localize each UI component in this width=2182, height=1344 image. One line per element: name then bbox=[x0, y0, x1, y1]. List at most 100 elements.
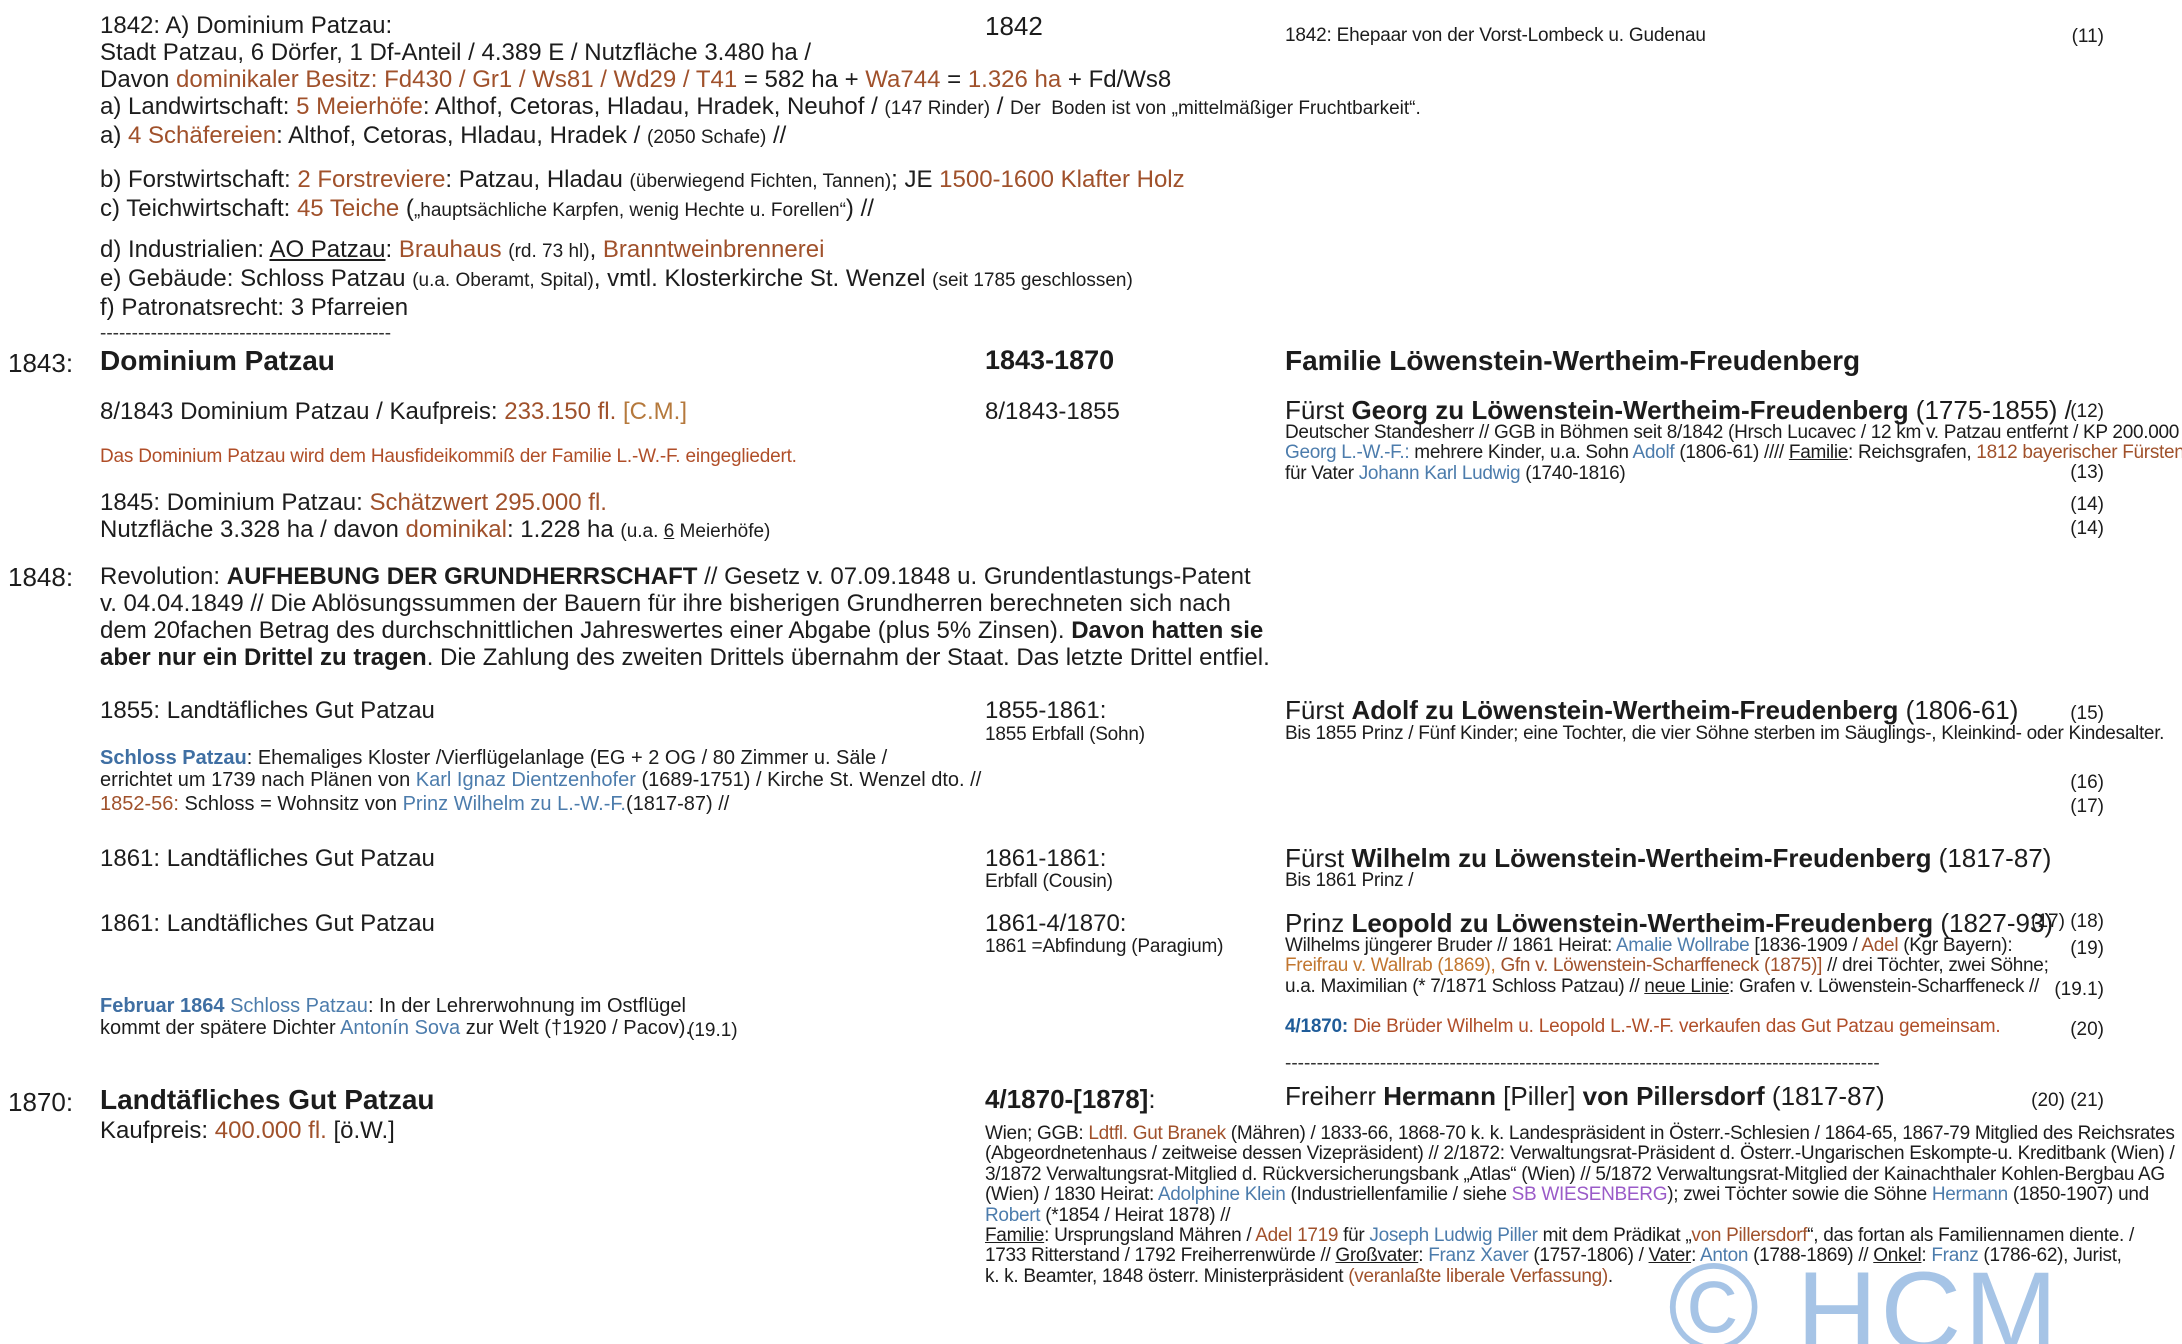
person-pillersdorf-familie-text: Adel 1719 bbox=[1255, 1225, 1339, 1246]
person-georg-title-line: Fürst Georg zu Löwenstein-Wertheim-Freud… bbox=[1285, 396, 2072, 424]
person-georg-details-text: mehrere Kinder, u.a. Sohn bbox=[1409, 442, 1633, 464]
note-1852-56-text: Schloss = Wohnsitz von bbox=[178, 793, 403, 815]
entry-1842-industrie-text: Brauhaus bbox=[398, 236, 502, 263]
entry-1855-left-line: 1855: Landtäfliches Gut Patzau bbox=[100, 697, 435, 724]
note-sova-text: Schloss Patzau bbox=[230, 995, 368, 1017]
line-1843-kaufpreis-text bbox=[616, 398, 623, 425]
note-hausfideikommiss: Das Dominium Patzau wird dem Hausfideiko… bbox=[100, 446, 797, 467]
period-41870-1878-text: 4/1870-[1878] bbox=[985, 1084, 1149, 1114]
period-1861a-note-line: Erbfall (Cousin) bbox=[985, 871, 1113, 892]
entry-1848-revolution-line: dem 20fachen Betrag des durchschnittlich… bbox=[100, 617, 1270, 644]
person-georg-details-text: Adolf bbox=[1632, 442, 1675, 464]
person-leopold-title: Prinz Leopold zu Löwenstein-Wertheim-Fre… bbox=[1285, 909, 2053, 937]
entry-1842-main-line: a) Landwirtschaft: 5 Meierhöfe: Althof, … bbox=[100, 93, 1421, 122]
title-1843-dominium-text: Dominium Patzau bbox=[100, 345, 335, 376]
note-schloss-patzau-text: : Ehemaliges Kloster /Vierflügelanlage (… bbox=[246, 747, 888, 769]
person-adolf-title-text: Fürst bbox=[1285, 695, 1352, 725]
period-1843-1870-text: 1843-1870 bbox=[985, 345, 1115, 375]
entry-1842-main-text: Davon bbox=[100, 66, 177, 93]
note-sova-text: zur Welt (†1920 / Pacov). bbox=[460, 1016, 692, 1039]
entry-1842-main-text: / bbox=[990, 93, 1011, 120]
person-pillersdorf-title-text: Hermann bbox=[1383, 1081, 1496, 1111]
period-1855-note-line: 1855 Erbfall (Sohn) bbox=[985, 724, 1145, 745]
ref-number: (17) bbox=[2070, 796, 2104, 817]
note-schloss-patzau-text: (1689-1751) / Kirche St. Wenzel dto. // bbox=[635, 768, 982, 791]
period-1855-note: 1855 Erbfall (Sohn) bbox=[985, 724, 1145, 745]
person-georg-details-text: Deutscher Standesherr // GGB in Böhmen s… bbox=[1285, 422, 2182, 443]
note-sova-line: Februar 1864 Schloss Patzau: In der Lehr… bbox=[100, 995, 691, 1018]
note-schloss-patzau-text: errichtet um 1739 nach Plänen von bbox=[100, 768, 416, 791]
entry-1842-forst-teich-text: 2 Forstreviere bbox=[297, 166, 446, 193]
person-pillersdorf-familie-text: : bbox=[1418, 1245, 1429, 1267]
person-pillersdorf-familie-text: (1786-62), Jurist, bbox=[1978, 1245, 2122, 1267]
ref-number: (19) bbox=[2070, 938, 2104, 959]
person-leopold-details-line: Wilhelms jüngerer Bruder // 1861 Heirat:… bbox=[1285, 935, 2049, 956]
person-pillersdorf-familie-text: Franz Xaver bbox=[1428, 1245, 1529, 1267]
note-hausfideikommiss-line: Das Dominium Patzau wird dem Hausfideiko… bbox=[100, 446, 797, 467]
person-georg-details-text: für Vater bbox=[1285, 462, 1359, 484]
entry-1848-revolution-text: v. 04.04.1849 // Die Ablösungssummen der… bbox=[100, 590, 1231, 617]
entry-1842-main-line: Davon dominikaler Besitz: Fd430 / Gr1 / … bbox=[100, 66, 1421, 93]
copyright-watermark: © HCM bbox=[1668, 1246, 2061, 1344]
ref-number: (13) bbox=[2070, 462, 2104, 483]
entry-1842-forst-teich-text: ; JE bbox=[891, 166, 940, 193]
entry-1842-industrie-line: e) Gebäude: Schloss Patzau (u.a. Oberamt… bbox=[100, 265, 1133, 294]
person-pillersdorf-familie-text: Vater bbox=[1648, 1245, 1692, 1267]
year-1842-mid-line: 1842 bbox=[985, 12, 1043, 40]
watermark-text: HCM bbox=[1762, 1249, 2061, 1344]
person-wilhelm-details: Bis 1861 Prinz / bbox=[1285, 870, 1414, 891]
person-pillersdorf-familie-text: : bbox=[1691, 1245, 1700, 1267]
entry-1845-text: Nutzfläche 3.328 ha / davon bbox=[100, 516, 406, 543]
person-leopold-details-text: Wilhelms jüngerer Bruder // 1861 Heirat: bbox=[1285, 935, 1616, 956]
owner-1842-note-text: 1842: Ehepaar von der Vorst-Lombeck u. G… bbox=[1285, 25, 1706, 46]
entry-1842-main-line: Stadt Patzau, 6 Dörfer, 1 Df-Anteil / 4.… bbox=[100, 39, 1421, 66]
note-hausfideikommiss-text: Das Dominium Patzau wird dem Hausfideiko… bbox=[100, 446, 797, 467]
family-title: Familie Löwenstein-Wertheim-Freudenberg bbox=[1285, 346, 1860, 376]
gutter-1843: 1843: bbox=[8, 349, 73, 377]
note-sova-text: kommt der spätere Dichter bbox=[100, 1016, 341, 1039]
line-1870-kaufpreis: Kaufpreis: 400.000 fl. [ö.W.] bbox=[100, 1117, 395, 1144]
entry-1842-main-text: + Fd/Ws8 bbox=[1061, 66, 1172, 93]
person-leopold-details-text: (Kgr Bayern): bbox=[1898, 935, 2013, 956]
entry-1842-main-line: 1842: A) Dominium Patzau: bbox=[100, 12, 1421, 39]
person-wilhelm-title-text: Fürst bbox=[1285, 843, 1352, 873]
person-pillersdorf-details-line: 3/1872 Verwaltungsrat-Mitglied d. Rückve… bbox=[985, 1164, 2175, 1185]
entry-1842-main-text: Stadt Patzau, 6 Dörfer, 1 Df-Anteil / 4.… bbox=[100, 39, 812, 66]
entry-1845-text: Schätzwert 295.000 fl. bbox=[369, 489, 607, 516]
line-1843-kaufpreis-text: [C.M.] bbox=[622, 398, 687, 425]
person-pillersdorf-details-text: (Industriellenfamilie / siehe bbox=[1285, 1184, 1512, 1206]
gutter-1870-line: 1870: bbox=[8, 1088, 73, 1116]
person-pillersdorf-familie-text: : bbox=[1921, 1245, 1932, 1267]
note-schloss-patzau-line: Schloss Patzau: Ehemaliges Kloster /Vier… bbox=[100, 747, 981, 770]
person-pillersdorf-details-text: (Abgeordnetenhaus / zeitweise dessen Viz… bbox=[985, 1143, 2175, 1165]
period-1855-note-text: 1855 Erbfall (Sohn) bbox=[985, 724, 1145, 745]
entry-1861b-left-text: 1861: Landtäfliches Gut Patzau bbox=[100, 910, 435, 937]
entry-1842-forst-teich-text: ( bbox=[399, 195, 414, 222]
gutter-1843-line: 1843: bbox=[8, 349, 73, 377]
person-pillersdorf-familie-text: von Pillersdorf bbox=[1691, 1225, 1808, 1246]
family-title-line: Familie Löwenstein-Wertheim-Freudenberg bbox=[1285, 346, 1860, 376]
line-1870-kaufpreis-text: 400.000 fl. bbox=[214, 1117, 327, 1144]
ref-number: (19.1) bbox=[2054, 979, 2104, 1000]
separator-left-text: ----------------------------------------… bbox=[100, 323, 392, 344]
entry-1845-text: 6 bbox=[663, 521, 675, 542]
entry-1842-industrie-text: , vmtl. Klosterkirche St. Wenzel bbox=[593, 265, 933, 292]
person-georg-title: Fürst Georg zu Löwenstein-Wertheim-Freud… bbox=[1285, 396, 2072, 424]
entry-1842-main-text: 5 Meierhöfe bbox=[296, 93, 423, 120]
period-1861-41870-line: 1861-4/1870: bbox=[985, 910, 1126, 937]
entry-1842-industrie-text: , bbox=[589, 236, 603, 263]
person-georg-details-line: Georg L.-W.-F.: mehrere Kinder, u.a. Soh… bbox=[1285, 443, 2182, 463]
gutter-1848: 1848: bbox=[8, 563, 73, 591]
person-pillersdorf-details-text: (1850-1907) und bbox=[2007, 1184, 2149, 1206]
period-41870-1878-line: 4/1870-[1878]: bbox=[985, 1085, 1156, 1113]
entry-1842-forst-teich-line: c) Teichwirtschaft: 45 Teiche („hauptsäc… bbox=[100, 195, 1185, 224]
entry-1842-industrie-text: f) Patronatsrecht: 3 Pfarreien bbox=[100, 294, 409, 321]
person-pillersdorf-familie-line: Familie: Ursprungsland Mähren / Adel 171… bbox=[985, 1225, 2134, 1246]
note-sova-text: Antonín Sova bbox=[340, 1016, 461, 1039]
ref-number: (20) (21) bbox=[2031, 1090, 2104, 1111]
person-pillersdorf-title-line: Freiherr Hermann [Piller] von Pillersdor… bbox=[1285, 1082, 1885, 1110]
person-pillersdorf-details-line: (Abgeordnetenhaus / zeitweise dessen Viz… bbox=[985, 1144, 2175, 1164]
owner-1842-note-line: 1842: Ehepaar von der Vorst-Lombeck u. G… bbox=[1285, 25, 1706, 46]
entry-1842-main: 1842: A) Dominium Patzau: Stadt Patzau, 6… bbox=[100, 12, 1421, 151]
period-1861b-note-line: 1861 =Abfindung (Paragium) bbox=[985, 936, 1223, 957]
